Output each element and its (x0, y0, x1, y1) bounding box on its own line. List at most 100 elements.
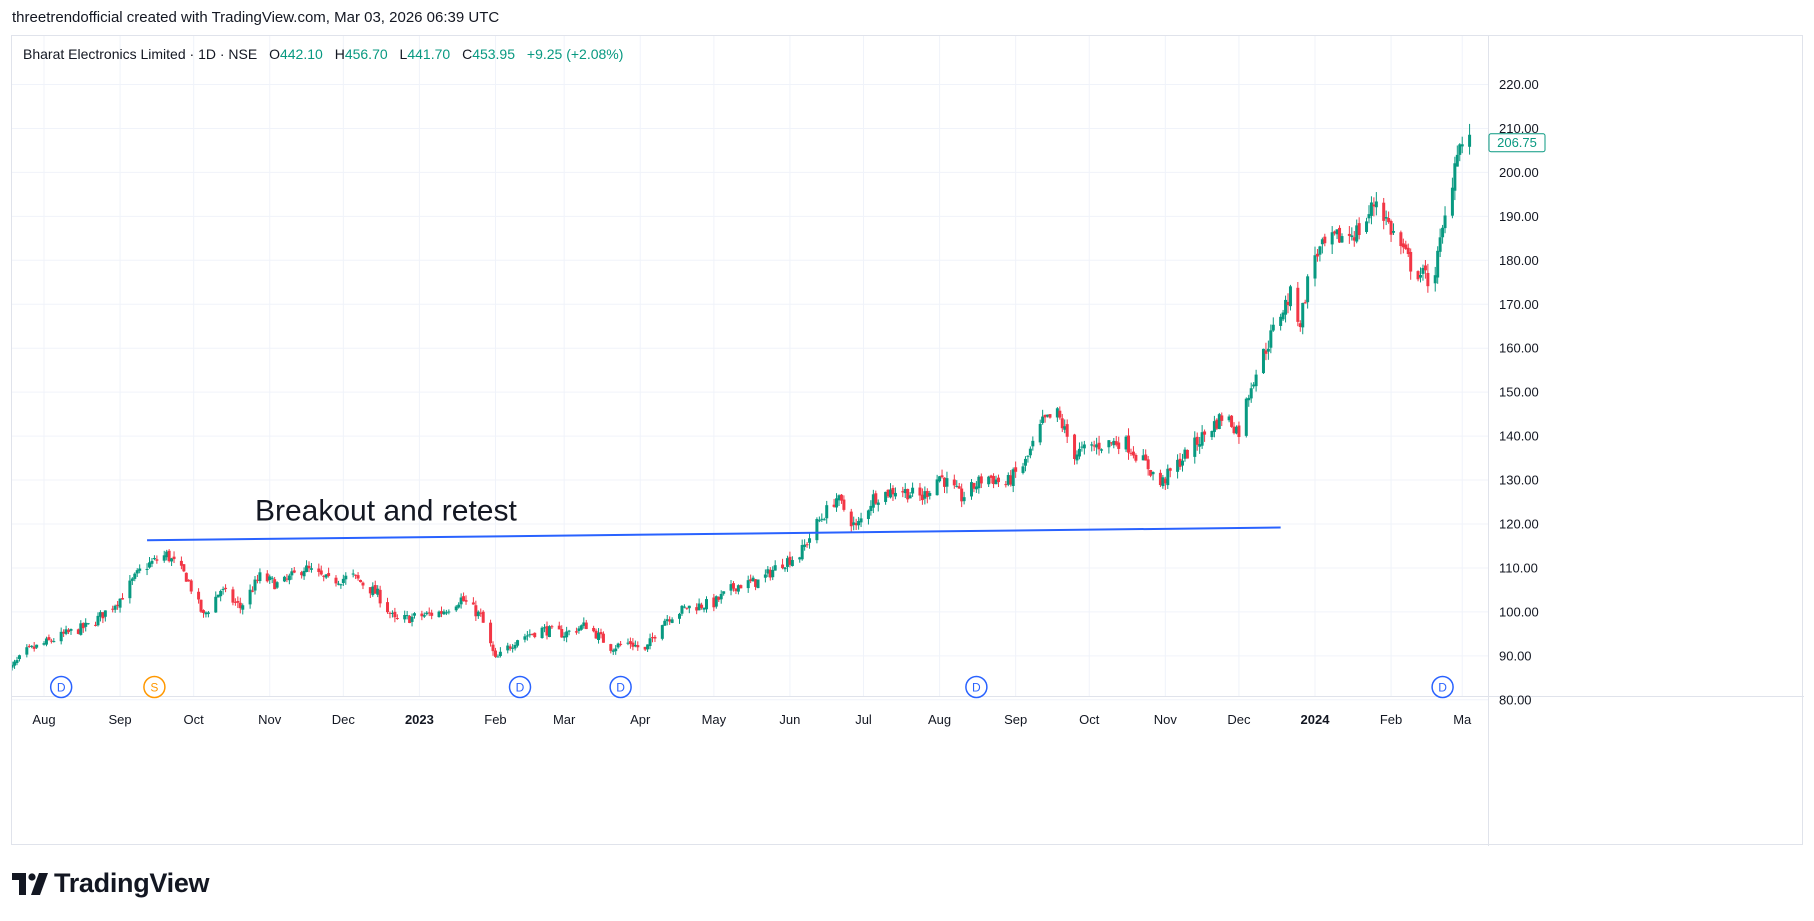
candle-body (44, 638, 48, 645)
candle-body (920, 494, 924, 501)
candle-body (996, 477, 1000, 483)
x-tick-label: May (702, 712, 727, 727)
candle-body (1409, 251, 1413, 272)
candle-body (651, 637, 655, 639)
candle-body (15, 660, 19, 663)
candle-body (437, 611, 441, 618)
candle-body (1374, 201, 1378, 208)
candle-body (481, 611, 485, 623)
candle-body (454, 606, 458, 611)
x-tick-label: Oct (1079, 712, 1100, 727)
candle-body (1350, 235, 1354, 238)
y-tick-label: 130.00 (1499, 473, 1539, 488)
candlestick-chart[interactable]: 80.00 90.00 100.00 110.00 120.00 130.00 140.00… (12, 36, 1804, 846)
candle-body (67, 629, 71, 633)
candle-body (1166, 468, 1170, 486)
dividend-event-marker[interactable] (49, 675, 73, 699)
candle-body (13, 661, 17, 666)
candle-body (1237, 425, 1241, 438)
candle-body (1082, 444, 1086, 449)
candle-body (1460, 144, 1464, 147)
close-label: C (462, 46, 473, 62)
dividend-event-marker[interactable] (1431, 675, 1454, 699)
y-tick-label: 170.00 (1499, 297, 1539, 312)
candle-body (368, 587, 372, 594)
y-tick-label: 200.00 (1499, 165, 1539, 180)
candle-body (184, 572, 188, 582)
candle-body (1340, 236, 1344, 243)
candle-body (1163, 478, 1167, 484)
candle-body (678, 613, 681, 619)
symbol-legend: Bharat Electronics Limited · 1D · NSE O 4… (23, 46, 623, 62)
candle-body (79, 623, 83, 635)
candle-body (248, 589, 252, 605)
candle-body (103, 610, 107, 617)
candle-body (754, 579, 758, 587)
candle-body (918, 487, 922, 496)
candle-body (808, 538, 812, 543)
candle-body (1335, 229, 1339, 235)
dividend-event-marker[interactable] (508, 675, 532, 699)
candle-body (457, 604, 461, 608)
candle-body (1220, 415, 1224, 421)
candle-body (1090, 444, 1094, 446)
event-marker-label: D (616, 681, 625, 695)
candle-body (874, 493, 878, 504)
candle-body (1009, 475, 1013, 485)
candle-body (216, 594, 220, 598)
candle-body (805, 544, 809, 546)
y-tick-label: 120.00 (1499, 517, 1539, 532)
chart-panel[interactable]: 80.00 90.00 100.00 110.00 120.00 130.00 140.00… (11, 35, 1804, 846)
candle-body (906, 488, 910, 500)
y-tick-label: 140.00 (1499, 429, 1539, 444)
candle-body (351, 573, 355, 575)
candle-body (1249, 388, 1253, 399)
candle-body (152, 558, 156, 560)
symbol-name: Bharat Electronics Limited · 1D · NSE (23, 46, 258, 62)
y-tick-label: 150.00 (1499, 385, 1539, 400)
split-event-marker[interactable] (143, 675, 166, 699)
candle-body (1161, 477, 1165, 487)
tradingview-logo[interactable]: TradingView (12, 868, 210, 899)
candle-body (1203, 431, 1207, 435)
candle-body (1244, 398, 1248, 436)
candle-body (1453, 163, 1457, 191)
candle-body (265, 573, 269, 582)
candle-body (992, 476, 996, 485)
candle-body (1014, 467, 1018, 472)
x-tick-label: Dec (332, 712, 356, 727)
candle-body (837, 495, 841, 501)
candle-body (506, 645, 510, 651)
candle-body (663, 620, 667, 626)
dividend-event-marker[interactable] (965, 675, 988, 699)
candle-body (1217, 414, 1221, 429)
candle-body (322, 575, 326, 577)
candle-body (1185, 449, 1189, 459)
high-value: 456.70 (344, 46, 388, 62)
candle-body (746, 580, 750, 589)
candle-body (471, 602, 475, 605)
candle-body (339, 584, 343, 586)
candle-body (942, 477, 946, 487)
candle-body (1158, 472, 1162, 486)
candle-body (17, 655, 21, 660)
candle-body (413, 613, 417, 616)
open-label: O (269, 46, 280, 62)
breakout-trendline[interactable] (147, 526, 1281, 542)
candle-body (1303, 302, 1307, 304)
candle-body (1261, 348, 1265, 374)
candle-body (135, 570, 139, 574)
candle-body (1227, 416, 1231, 421)
candle-body (1254, 374, 1258, 387)
candle-body (496, 656, 500, 658)
candle-body (695, 607, 699, 611)
candle-body (1436, 250, 1440, 278)
candle-body (611, 650, 615, 652)
dividend-event-marker[interactable] (609, 675, 632, 699)
candle-body (857, 521, 861, 526)
candle-body (719, 593, 723, 600)
event-marker-label: S (150, 681, 158, 695)
candle-body (1387, 218, 1391, 223)
candle-body (27, 645, 31, 647)
candle-body (960, 488, 964, 502)
